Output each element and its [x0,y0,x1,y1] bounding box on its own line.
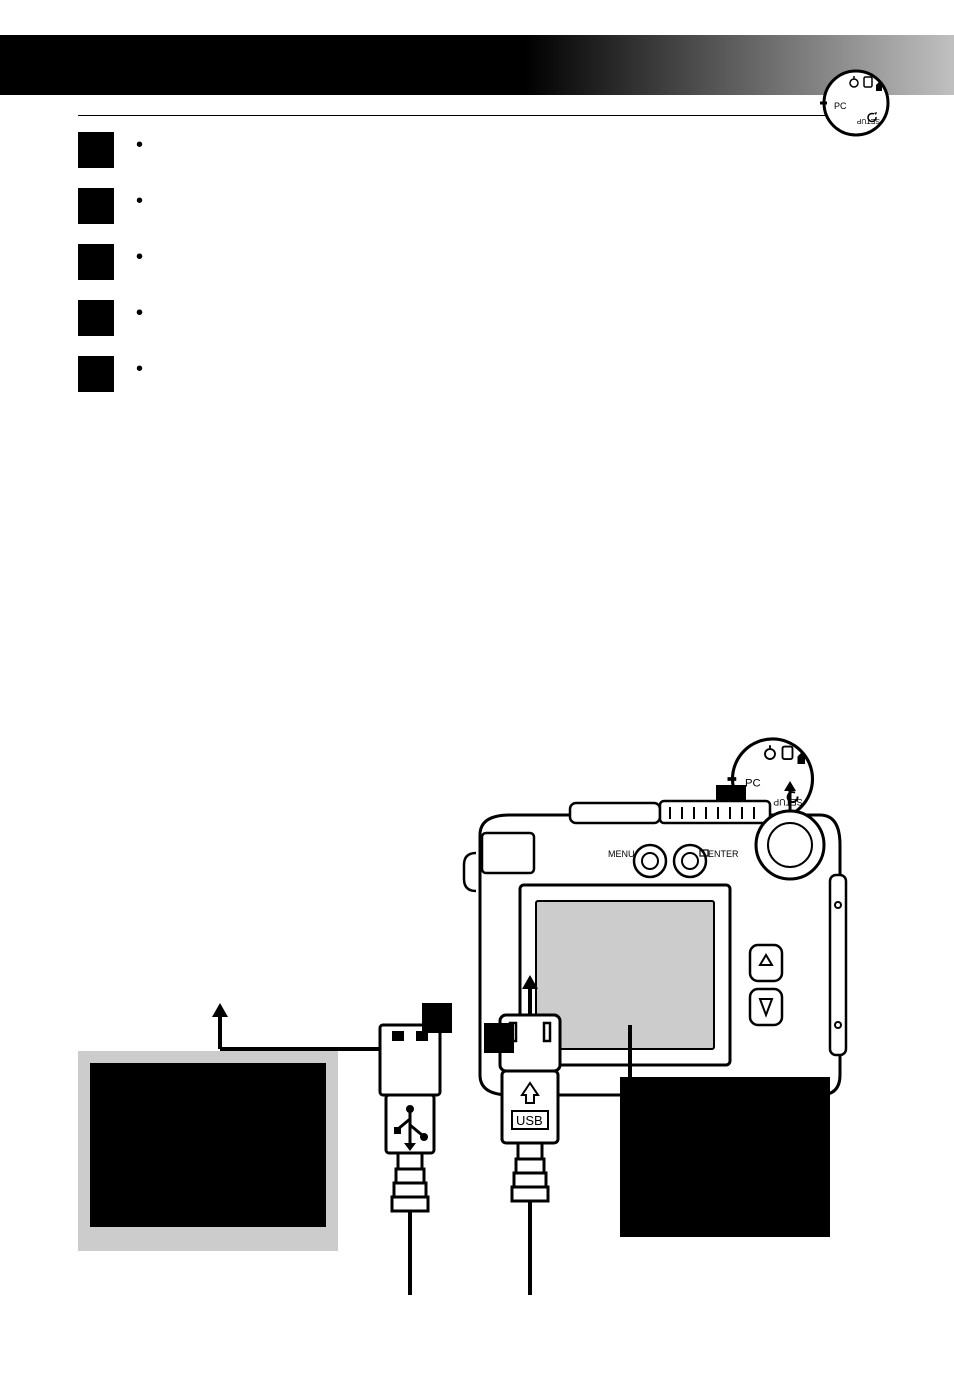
step-row [78,130,882,168]
step-row [78,186,882,224]
step-number [78,356,114,392]
step-number [78,300,114,336]
callout-number [422,1003,452,1033]
step-content [132,130,882,168]
step-content [132,298,882,336]
step-row [78,298,882,336]
svg-text:USB: USB [516,1113,543,1128]
step-row [78,242,882,280]
svg-text:ENTER: ENTER [708,849,739,859]
step-number [78,188,114,224]
svg-text:MENU: MENU [608,849,635,859]
step-number [78,244,114,280]
diagram-area: PC SETUP [0,725,954,1387]
mode-dial-icon: PC SETUP [814,63,894,143]
pcmode-box [620,1077,830,1237]
step-row [78,354,882,392]
step-number [78,132,114,168]
divider [78,115,882,116]
usb-cable-icon: USB [200,975,600,1295]
dial-pc-text: PC [834,101,847,111]
step-content [132,186,882,224]
title-bar [0,35,954,95]
step-content [132,242,882,280]
step-content [132,354,882,392]
callout-number [484,1023,514,1053]
